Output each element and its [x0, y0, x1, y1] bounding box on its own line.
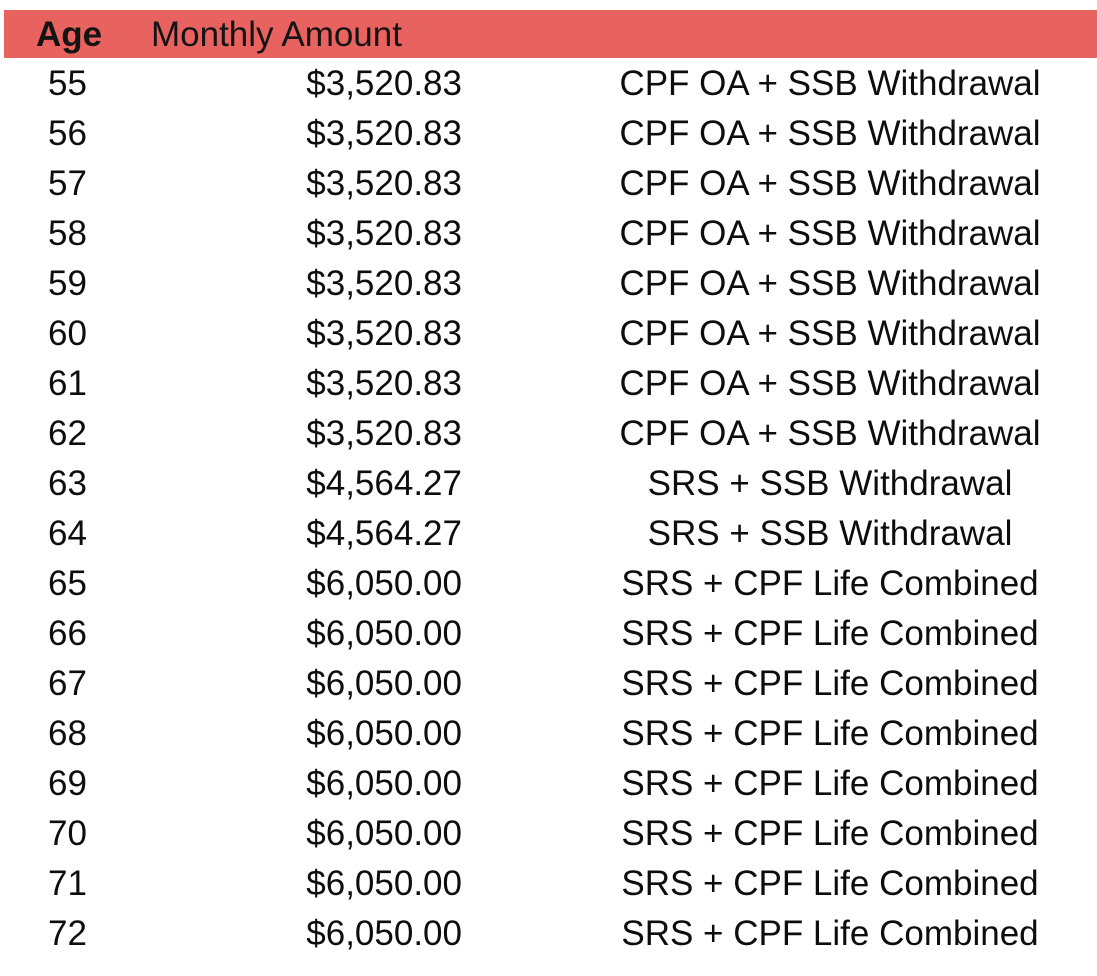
- age-cell: 67: [48, 664, 87, 703]
- monthly-amount-cell: $3,520.83: [306, 364, 462, 403]
- monthly-amount-cell: $6,050.00: [306, 914, 462, 953]
- monthly-amount-cell: $6,050.00: [306, 614, 462, 653]
- age-cell: 64: [48, 514, 87, 553]
- table-row: 68 $6,050.00 SRS + CPF Life Combined: [0, 709, 1097, 759]
- table-row: 70 $6,050.00 SRS + CPF Life Combined: [0, 809, 1097, 859]
- table-row: 69 $6,050.00 SRS + CPF Life Combined: [0, 759, 1097, 809]
- age-cell: 69: [48, 764, 87, 803]
- income-source-cell: SRS + CPF Life Combined: [621, 614, 1039, 653]
- income-source-cell: CPF OA + SSB Withdrawal: [619, 64, 1041, 103]
- age-cell: 65: [48, 564, 87, 603]
- monthly-amount-cell: $4,564.27: [306, 514, 462, 553]
- table-row: 72 $6,050.00 SRS + CPF Life Combined: [0, 909, 1097, 959]
- header-age: Age: [36, 15, 103, 54]
- age-cell: 62: [48, 414, 87, 453]
- monthly-amount-cell: $3,520.83: [306, 164, 462, 203]
- monthly-amount-cell: $3,520.83: [306, 314, 462, 353]
- monthly-amount-cell: $3,520.83: [306, 214, 462, 253]
- monthly-amount-cell: $3,520.83: [306, 414, 462, 453]
- table-row: 63 $4,564.27 SRS + SSB Withdrawal: [0, 459, 1097, 509]
- age-cell: 70: [48, 814, 87, 853]
- monthly-amount-cell: $6,050.00: [306, 864, 462, 903]
- income-source-cell: CPF OA + SSB Withdrawal: [619, 214, 1041, 253]
- monthly-amount-cell: $6,050.00: [306, 664, 462, 703]
- table-row: 64 $4,564.27 SRS + SSB Withdrawal: [0, 509, 1097, 559]
- table-row: 57 $3,520.83 CPF OA + SSB Withdrawal: [0, 159, 1097, 209]
- age-cell: 63: [48, 464, 87, 503]
- age-cell: 72: [48, 914, 87, 953]
- table-row: 59 $3,520.83 CPF OA + SSB Withdrawal: [0, 259, 1097, 309]
- age-cell: 66: [48, 614, 87, 653]
- monthly-amount-cell: $4,564.27: [306, 464, 462, 503]
- table-row: 71 $6,050.00 SRS + CPF Life Combined: [0, 859, 1097, 909]
- table-header: Age Monthly Amount: [4, 10, 1097, 58]
- age-cell: 58: [48, 214, 87, 253]
- table-row: 60 $3,520.83 CPF OA + SSB Withdrawal: [0, 309, 1097, 359]
- income-source-cell: SRS + CPF Life Combined: [621, 564, 1039, 603]
- income-source-cell: SRS + CPF Life Combined: [621, 714, 1039, 753]
- income-source-cell: CPF OA + SSB Withdrawal: [619, 114, 1041, 153]
- table-row: 65 $6,050.00 SRS + CPF Life Combined: [0, 559, 1097, 609]
- table-row: 66 $6,050.00 SRS + CPF Life Combined: [0, 609, 1097, 659]
- income-source-cell: SRS + SSB Withdrawal: [647, 464, 1013, 503]
- monthly-amount-cell: $6,050.00: [306, 714, 462, 753]
- income-source-cell: CPF OA + SSB Withdrawal: [619, 164, 1041, 203]
- income-source-cell: SRS + CPF Life Combined: [621, 864, 1039, 903]
- age-cell: 71: [48, 864, 87, 903]
- income-source-cell: CPF OA + SSB Withdrawal: [619, 264, 1041, 303]
- table-row: 67 $6,050.00 SRS + CPF Life Combined: [0, 659, 1097, 709]
- monthly-amount-cell: $6,050.00: [306, 814, 462, 853]
- age-cell: 55: [48, 64, 87, 103]
- age-cell: 61: [48, 364, 87, 403]
- age-cell: 57: [48, 164, 87, 203]
- income-source-cell: CPF OA + SSB Withdrawal: [619, 314, 1041, 353]
- income-source-cell: CPF OA + SSB Withdrawal: [619, 364, 1041, 403]
- table-row: 61 $3,520.83 CPF OA + SSB Withdrawal: [0, 359, 1097, 409]
- age-cell: 68: [48, 714, 87, 753]
- header-monthly-amount: Monthly Amount: [151, 15, 402, 54]
- income-source-cell: SRS + CPF Life Combined: [621, 664, 1039, 703]
- age-cell: 60: [48, 314, 87, 353]
- income-source-cell: CPF OA + SSB Withdrawal: [619, 414, 1041, 453]
- monthly-amount-cell: $6,050.00: [306, 764, 462, 803]
- table-row: 62 $3,520.83 CPF OA + SSB Withdrawal: [0, 409, 1097, 459]
- table-row: 58 $3,520.83 CPF OA + SSB Withdrawal: [0, 209, 1097, 259]
- income-source-cell: SRS + CPF Life Combined: [621, 914, 1039, 953]
- age-cell: 59: [48, 264, 87, 303]
- table-row: 55 $3,520.83 CPF OA + SSB Withdrawal: [0, 59, 1097, 109]
- monthly-amount-cell: $3,520.83: [306, 114, 462, 153]
- monthly-amount-cell: $3,520.83: [306, 64, 462, 103]
- monthly-amount-cell: $3,520.83: [306, 264, 462, 303]
- table-row: 56 $3,520.83 CPF OA + SSB Withdrawal: [0, 109, 1097, 159]
- income-source-cell: SRS + SSB Withdrawal: [647, 514, 1013, 553]
- income-source-cell: SRS + CPF Life Combined: [621, 814, 1039, 853]
- monthly-amount-cell: $6,050.00: [306, 564, 462, 603]
- income-source-cell: SRS + CPF Life Combined: [621, 764, 1039, 803]
- age-cell: 56: [48, 114, 87, 153]
